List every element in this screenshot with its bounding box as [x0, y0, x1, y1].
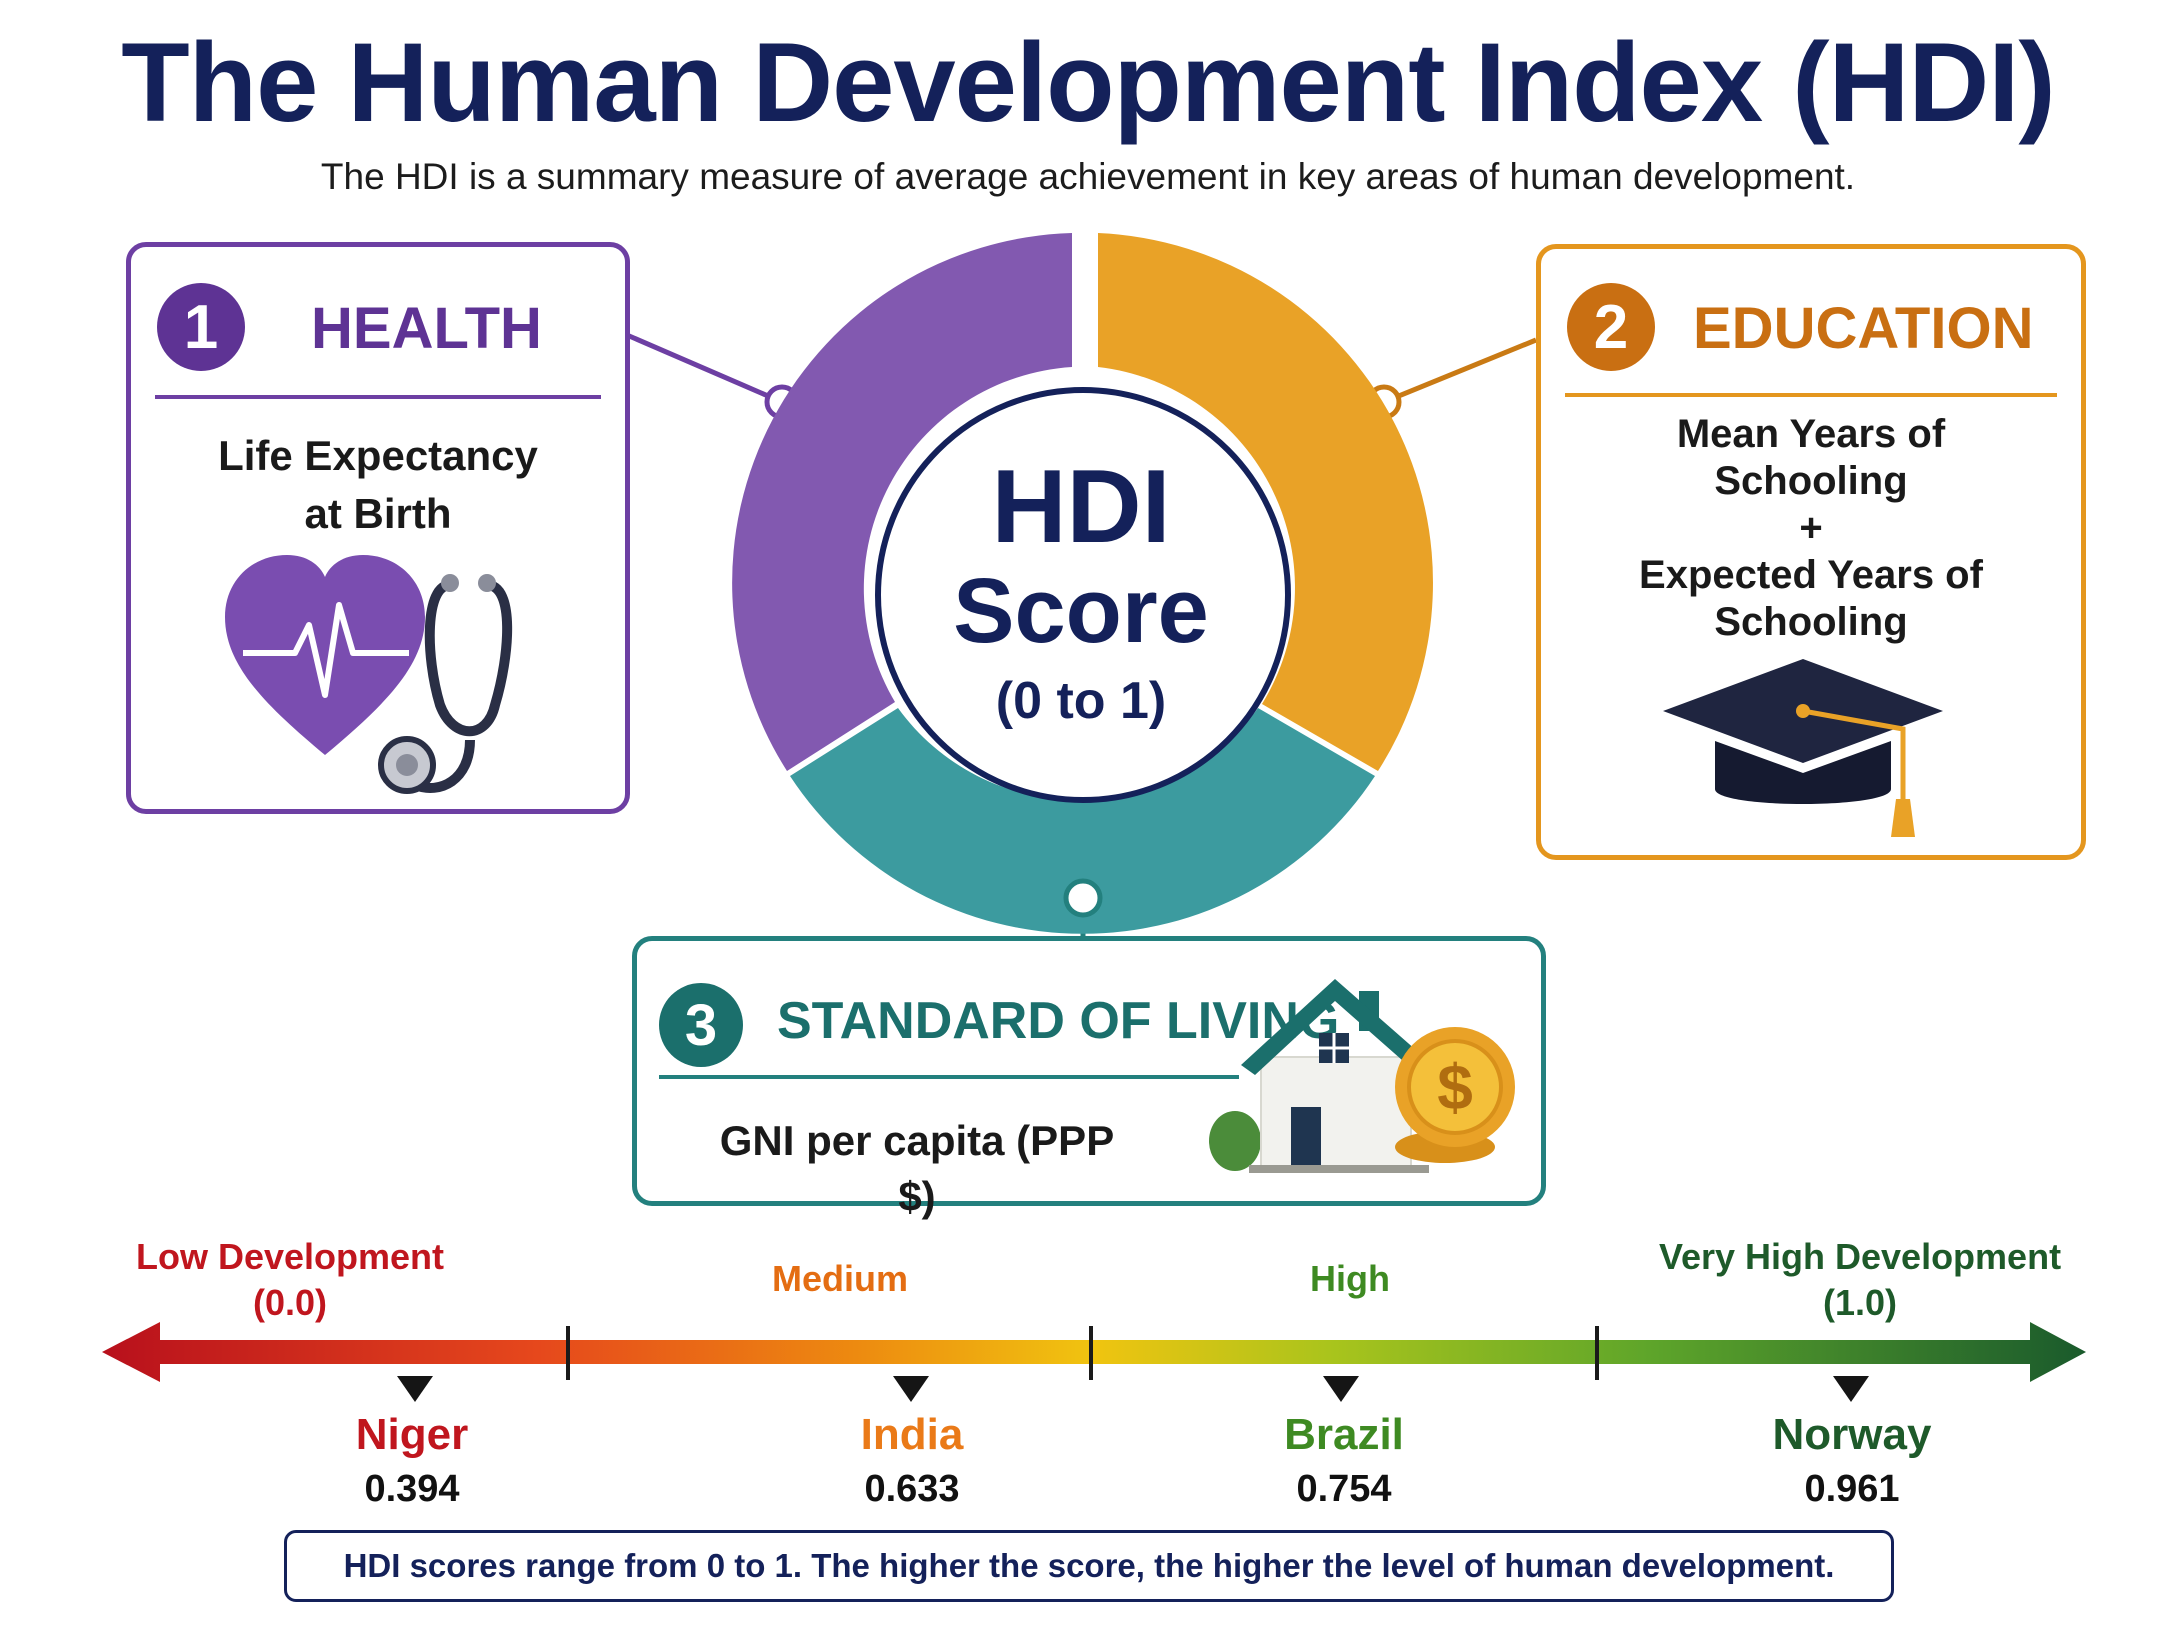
page-title: The Human Development Index (HDI) — [121, 20, 2055, 145]
marker-brazil — [1323, 1376, 1359, 1402]
level-very-high-line: (1.0) — [1822, 1282, 1898, 1323]
level-low-line: (0.0) — [252, 1282, 328, 1323]
education-text-line: + — [1799, 506, 1823, 550]
svg-text:$: $ — [1437, 1051, 1473, 1123]
education-description: Mean Years of Schooling + Expected Years… — [1541, 411, 2081, 646]
education-divider — [1565, 393, 2057, 397]
level-low: Low Development (0.0) — [100, 1234, 480, 1326]
hdi-center-line2: Score — [953, 560, 1209, 662]
education-card: 2 EDUCATION Mean Years of Schooling + Ex… — [1536, 244, 2086, 860]
education-text-line: Mean Years of — [1676, 412, 1946, 456]
education-text-line: Expected Years of — [1639, 553, 1983, 597]
level-low-line: Low Development — [135, 1236, 445, 1277]
level-very-high-line: Very High Development — [1658, 1236, 2062, 1277]
level-very-high: Very High Development (1.0) — [1640, 1234, 2080, 1326]
marker-india — [893, 1376, 929, 1402]
living-divider — [659, 1075, 1239, 1079]
hdi-center-circle — [875, 387, 1291, 803]
education-title: EDUCATION — [1693, 296, 2034, 361]
living-segment — [790, 708, 1375, 934]
country-name: Niger — [355, 1410, 469, 1459]
education-text-line: Schooling — [1714, 600, 1908, 644]
country-score: 0.394 — [364, 1468, 460, 1510]
living-connector-dot — [1063, 878, 1103, 918]
health-connector — [619, 329, 783, 405]
education-number-badge: 2 — [1567, 283, 1655, 371]
country-name: India — [860, 1410, 964, 1459]
health-segment-fill — [732, 233, 1072, 771]
health-card: 1 HEALTH Life Expectancy at Birth — [126, 242, 630, 814]
education-text-line: Schooling — [1714, 459, 1908, 503]
country-score: 0.633 — [864, 1468, 960, 1510]
health-text-line: at Birth — [304, 490, 452, 537]
living-title: STANDARD OF LIVING — [777, 992, 1340, 1050]
education-segment — [1098, 233, 1433, 771]
heart-stethoscope-icon — [225, 555, 513, 794]
hdi-center-line1: HDI — [991, 449, 1171, 565]
health-title: HEALTH — [311, 296, 542, 361]
level-high: High — [1310, 1258, 1390, 1299]
country-score: 0.961 — [1804, 1468, 1900, 1510]
page-subtitle: The HDI is a summary measure of average … — [320, 156, 1856, 197]
house-coins-icon: $ — [1209, 979, 1515, 1173]
marker-norway — [1833, 1376, 1869, 1402]
graduation-cap-icon — [1663, 659, 1943, 837]
footnote-text: HDI scores range from 0 to 1. The higher… — [343, 1547, 1835, 1584]
scale-arrow — [102, 1322, 2086, 1382]
hdi-score-label: HDI Score (0 to 1) — [881, 453, 1281, 741]
hdi-center-line3: (0 to 1) — [995, 672, 1167, 730]
health-text-line: Life Expectancy — [218, 432, 538, 479]
health-divider — [155, 395, 601, 399]
marker-niger — [397, 1376, 433, 1402]
health-description: Life Expectancy at Birth — [131, 427, 625, 543]
footnote-box: HDI scores range from 0 to 1. The higher… — [284, 1530, 1894, 1602]
living-description: GNI per capita (PPP $) — [719, 1117, 1115, 1220]
country-name: Norway — [1772, 1410, 1932, 1459]
country-name: Brazil — [1284, 1410, 1404, 1459]
living-number-badge: 3 — [659, 983, 743, 1067]
level-medium: Medium — [771, 1258, 908, 1299]
standard-of-living-card: 3 STANDARD OF LIVING GNI per capita (PPP… — [632, 936, 1546, 1220]
country-score: 0.754 — [1296, 1468, 1392, 1510]
health-number-badge: 1 — [157, 283, 245, 371]
education-connector — [1383, 337, 1537, 405]
